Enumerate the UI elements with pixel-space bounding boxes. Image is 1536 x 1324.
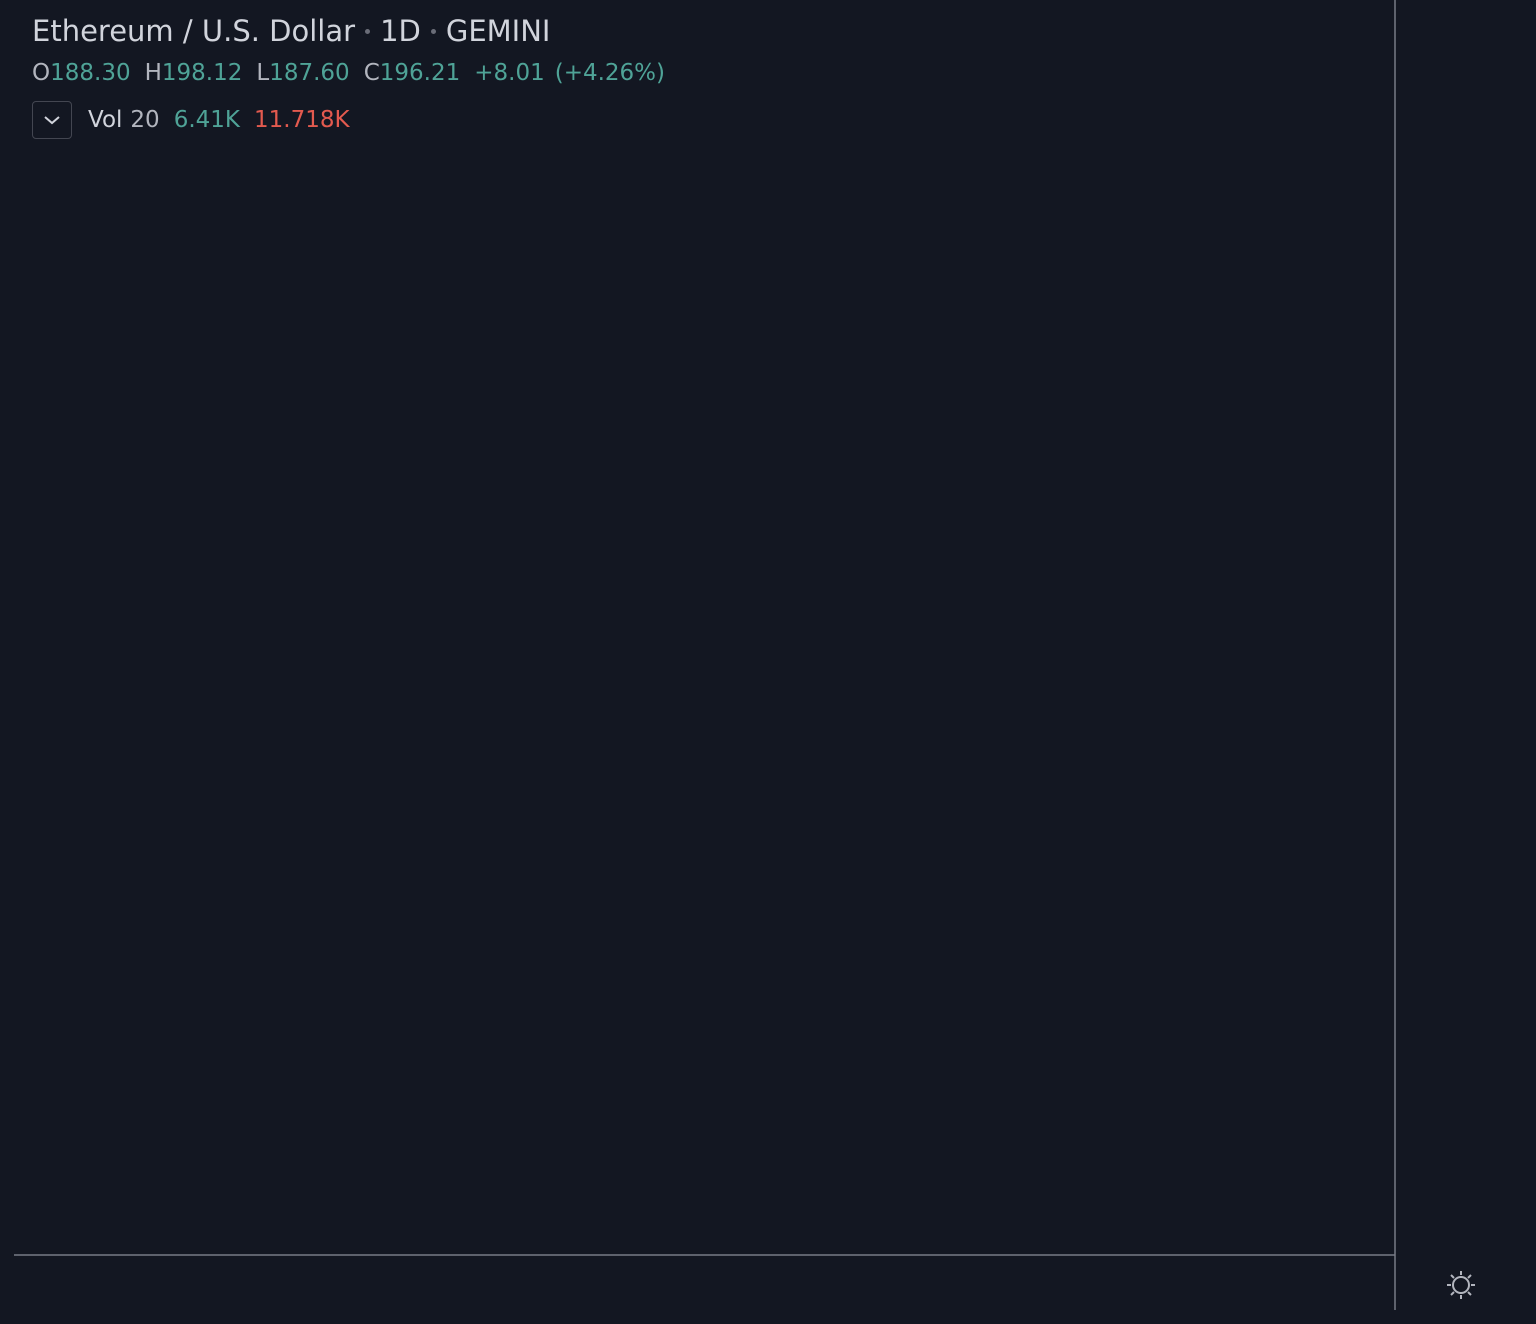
ohlc-label: O [32,60,51,86]
header-title-row: Ethereum / U.S. Dollar 1D GEMINI [32,10,550,52]
collapse-button[interactable] [32,101,72,139]
ohlc-value: 196.21 [379,60,461,86]
ohlc-label: C [363,60,380,86]
symbol-title: Ethereum / U.S. Dollar [32,14,356,48]
volume-legend: Vol 20 6.41K 11.718K [32,100,350,140]
chevron-icon [44,116,60,125]
ohlc-label: L [256,60,270,86]
ohlc-value: 188.30 [50,60,131,86]
separator [430,28,436,34]
ohlc-label: H [144,60,162,86]
volume-value: 6.41K [173,107,240,133]
volume-name: Vol [88,107,123,133]
change-percent: (+4.26%) [554,60,666,86]
interval: 1D [380,14,421,48]
exchange: GEMINI [445,14,551,48]
separator [365,28,371,34]
change: +8.01 [474,60,545,86]
ohlc-value: 187.60 [269,60,350,86]
axes [14,0,1475,1310]
ohlc-legend: O 188.30 H 198.12 L 187.60 C 196.21 +8.01 (+4.26%… [32,56,665,90]
volume-ma: 11.718K [254,107,350,133]
volume-length: 20 [130,107,160,133]
settings-icon[interactable] [1447,1271,1475,1299]
ohlc-value: 198.12 [161,60,243,86]
